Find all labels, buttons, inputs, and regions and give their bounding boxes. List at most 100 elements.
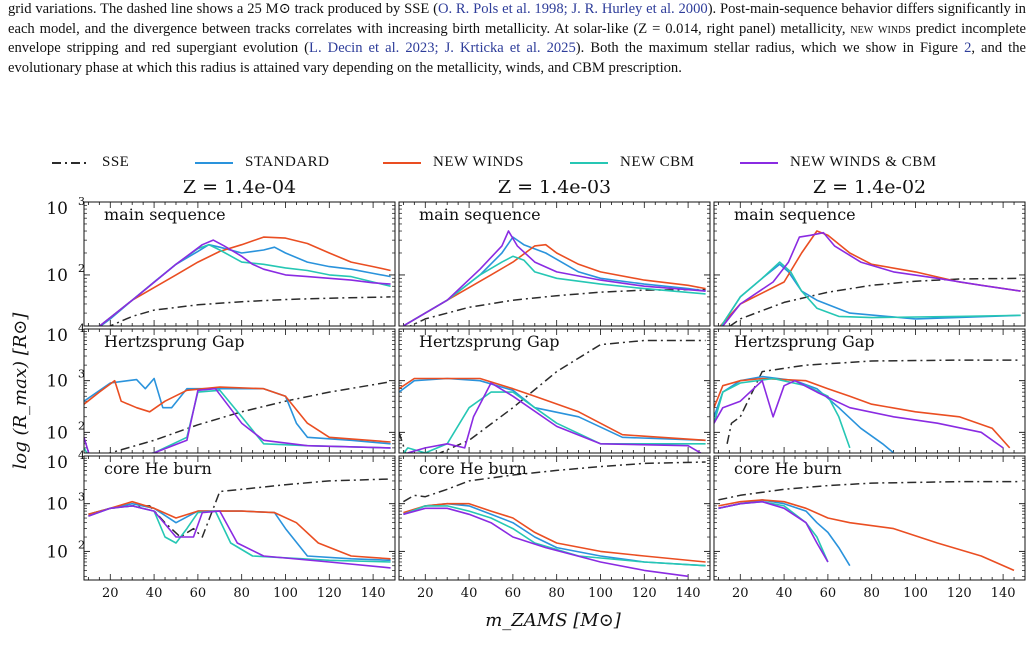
y-tick-label-row2-2: 10 (46, 542, 68, 562)
x-tick-label-c2-120: 120 (947, 586, 972, 601)
x-tick-label-c1-80: 80 (548, 586, 565, 601)
y-tick-label-row2-3: 10 (46, 495, 68, 515)
citation-pols-hurley[interactable]: O. R. Pols et al. 1998; J. R. Hurley et … (437, 1, 708, 17)
series-standard-r1c2 (714, 375, 895, 453)
panel-frame-r2c0 (83, 455, 396, 581)
series-new-winds-and-cbm-r2c1 (403, 507, 689, 578)
y-tick-label-row1-4: 10 (46, 326, 68, 346)
x-tick-label-c1-40: 40 (461, 586, 478, 601)
figure-reference-link[interactable]: 2 (964, 40, 972, 57)
panel-label-r0c1: main sequence (419, 205, 541, 224)
citation-decin-krticka[interactable]: L. Decin et al. 2023; J. Krticka et al. … (309, 40, 576, 57)
series-sse-r0c1 (408, 288, 706, 326)
x-tick-label-c2-140: 140 (991, 586, 1016, 601)
radius-evolution-figure: Z = 1.4e-04 Z = 1.4e-03 Z = 1.4e-02 10 3 10 2 m… (10, 180, 1026, 631)
panel-label-r0c0: main sequence (104, 205, 226, 224)
x-tick-label-c1-100: 100 (588, 586, 613, 601)
y-tick-exp-row0-3: 3 (78, 195, 85, 208)
y-tick-exp-row0-2: 2 (78, 262, 85, 275)
x-axis-label: m_ZAMS [M⊙] (485, 610, 622, 631)
x-tick-label-c2-40: 40 (776, 586, 793, 601)
series-new-winds-r1c0 (84, 379, 391, 443)
caption-line4: ). Both the maximum stellar radius, whic… (575, 40, 965, 57)
series-new-winds-r1c2 (714, 377, 1011, 449)
legend-entry-new-winds: NEW WINDS (383, 154, 524, 171)
series-standard-r2c1 (403, 502, 706, 567)
y-tick-label-row0-2: 10 (46, 266, 68, 286)
x-tick-label-c1-140: 140 (676, 586, 701, 601)
series-new-cbm-r2c1 (403, 505, 706, 567)
series-new-winds-and-cbm-r1c0 (84, 387, 391, 453)
x-tick-label-c0-120: 120 (317, 586, 342, 601)
legend-entry-new-winds-and-cbm: NEW WINDS & CBM (740, 154, 937, 171)
x-tick-label-c0-40: 40 (146, 586, 163, 601)
legend-label-standard: STANDARD (245, 154, 330, 170)
panel-label-r2c1: core He burn (419, 459, 527, 478)
panel-frame-r0c1 (398, 201, 711, 327)
caption-line2: Post-main-sequence behavior differs sign… (8, 1, 1026, 37)
x-tick-label-c0-80: 80 (233, 586, 250, 601)
series-new-winds-and-cbm-r2c2 (718, 500, 829, 563)
series-new-cbm-r0c0 (98, 243, 391, 326)
legend-entry-new-cbm: NEW CBM (570, 154, 694, 171)
legend-label-sse: SSE (102, 154, 130, 170)
y-tick-label-row1-3: 10 (46, 372, 68, 392)
series-new-winds-r1c1 (399, 377, 706, 442)
x-tick-label-c0-140: 140 (361, 586, 386, 601)
series-new-winds-r2c0 (88, 500, 391, 560)
legend-label-new-cbm: NEW CBM (620, 154, 695, 170)
series-new-winds-and-cbm-r1c2 (714, 379, 1004, 449)
x-tick-label-c1-20: 20 (417, 586, 434, 601)
panel-frame-r0c2 (713, 201, 1026, 327)
panel-frame-r1c1 (398, 328, 711, 454)
x-tick-label-c2-100: 100 (903, 586, 928, 601)
series-standard-r0c0 (99, 243, 391, 326)
column-title-0: Z = 1.4e-04 (183, 180, 296, 198)
series-sse-r1c0 (106, 381, 391, 453)
y-tick-exp-row2-2: 2 (78, 538, 85, 551)
panel-label-r1c0: Hertzsprung Gap (104, 332, 245, 351)
legend-label-new-winds: NEW WINDS (433, 154, 525, 170)
series-new-winds-and-cbm-r1c1 (406, 382, 703, 453)
panel-label-r2c2: core He burn (734, 459, 842, 478)
series-sse-r2c0 (88, 478, 391, 538)
x-tick-label-c0-20: 20 (102, 586, 119, 601)
legend-swatch-new-winds (383, 161, 421, 164)
x-tick-label-c1-60: 60 (505, 586, 522, 601)
legend-label-new-winds-and-cbm: NEW WINDS & CBM (790, 154, 937, 170)
legend-swatch-standard (195, 161, 233, 164)
series-standard-r1c1 (399, 377, 706, 442)
y-tick-label-row1-2: 10 (46, 423, 68, 443)
panel-frame-r1c0 (83, 328, 396, 454)
series-new-winds-and-cbm-r2c0 (88, 505, 391, 569)
series-new-cbm-r1c0 (84, 389, 391, 453)
series-new-winds-r2c2 (718, 499, 1015, 572)
legend-entry-sse: SSE (52, 154, 129, 171)
legend-entry-standard: STANDARD (195, 154, 329, 171)
series-new-cbm-r0c1 (402, 255, 706, 326)
chart-legend: SSE STANDARD NEW WINDS NEW CBM NEW WINDS & C… (0, 154, 1034, 182)
series-new-winds-r0c2 (719, 230, 1021, 326)
series-sse-r0c2 (728, 277, 1021, 326)
legend-swatch-sse (52, 161, 90, 164)
series-new-winds-r0c1 (402, 243, 706, 326)
y-tick-exp-row1-3: 3 (78, 368, 85, 381)
legend-swatch-new-cbm (570, 161, 608, 164)
caption-line5: , and the evolutionary phase at which th… (8, 40, 1026, 76)
x-tick-label-c0-60: 60 (190, 586, 207, 601)
panel-frame-r0c0 (83, 201, 396, 327)
panel-frame-r2c2 (713, 455, 1026, 581)
y-tick-label-row2-4: 10 (46, 453, 68, 473)
column-title-1: Z = 1.4e-03 (498, 180, 611, 198)
series-sse-r2c2 (718, 480, 1021, 501)
series-new-winds-and-cbm-r0c0 (98, 239, 391, 326)
column-title-2: Z = 1.4e-02 (813, 180, 926, 198)
y-tick-exp-row2-3: 3 (78, 491, 85, 504)
x-tick-label-c2-60: 60 (820, 586, 837, 601)
caption-new-winds: new winds (850, 20, 911, 37)
series-standard-r2c0 (88, 502, 391, 562)
series-standard-r1c0 (84, 377, 391, 445)
x-tick-label-c2-20: 20 (732, 586, 749, 601)
panel-frame-r2c1 (398, 455, 711, 581)
panel-label-r0c2: main sequence (734, 205, 856, 224)
